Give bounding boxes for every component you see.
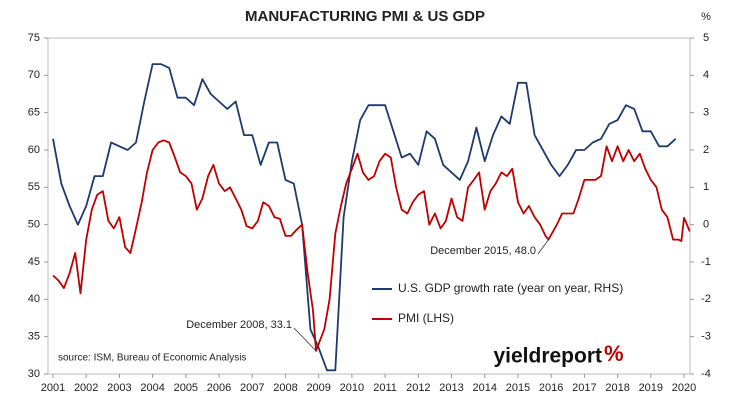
y-tick-label: 70: [28, 69, 40, 81]
y2-tick-label: 1: [703, 181, 709, 193]
x-tick-label: 2005: [174, 382, 198, 394]
series-line: [52, 139, 691, 352]
annotation-leader: [293, 327, 317, 352]
annotation-label: December 2015, 48.0: [430, 245, 536, 257]
chart-title: MANUFACTURING PMI & US GDP: [245, 8, 485, 25]
x-tick-label: 2006: [207, 382, 231, 394]
y-tick-label: 75: [28, 32, 40, 44]
x-tick-label: 2017: [572, 382, 596, 394]
y2-tick-label: 2: [703, 144, 709, 156]
annotation-label: December 2008, 33.1: [186, 319, 292, 331]
logo-mark: %: [604, 341, 624, 366]
y2-tick-label: 3: [703, 107, 709, 119]
x-tick-label: 2008: [273, 382, 297, 394]
x-tick-label: 2020: [672, 382, 696, 394]
x-tick-label: 2013: [439, 382, 463, 394]
plot-frame: [47, 37, 691, 375]
y2-tick-label: 5: [703, 32, 709, 44]
y2-tick-label: -3: [701, 331, 711, 343]
x-tick-label: 2015: [506, 382, 530, 394]
x-tick-label: 2014: [473, 382, 497, 394]
x-tick-label: 2019: [639, 382, 663, 394]
y2-tick-label: 4: [703, 69, 709, 81]
x-tick-label: 2001: [41, 382, 65, 394]
y-tick-label: 50: [28, 219, 40, 231]
y-tick-label: 35: [28, 331, 40, 343]
x-tick-label: 2009: [306, 382, 330, 394]
y2-tick-label: -4: [701, 368, 711, 380]
source-note: source: ISM, Bureau of Economic Analysis: [58, 353, 246, 364]
y2-tick-label: 0: [703, 219, 709, 231]
y2-tick-label: -2: [701, 293, 711, 305]
x-tick-label: 2004: [140, 382, 164, 394]
series-line: [52, 63, 677, 372]
annotation-leader: [537, 239, 549, 255]
legend-label: U.S. GDP growth rate (year on year, RHS): [398, 281, 623, 295]
y-tick-label: 65: [28, 107, 40, 119]
y-tick-label: 30: [28, 368, 40, 380]
x-tick-label: 2018: [605, 382, 629, 394]
legend-label: PMI (LHS): [398, 311, 454, 325]
x-tick-label: 2011: [373, 382, 397, 394]
y-tick-label: 60: [28, 144, 40, 156]
x-tick-label: 2003: [107, 382, 131, 394]
y-tick-label: 45: [28, 256, 40, 268]
y-tick-label: 55: [28, 181, 40, 193]
y2-unit: %: [701, 11, 711, 23]
x-tick-label: 2010: [340, 382, 364, 394]
x-tick-label: 2016: [539, 382, 563, 394]
x-tick-label: 2012: [406, 382, 430, 394]
y2-tick-label: -1: [701, 256, 711, 268]
logo-text: yieldreport: [493, 345, 602, 368]
y-tick-label: 40: [28, 293, 40, 305]
x-tick-label: 2007: [240, 382, 264, 394]
x-tick-label: 2002: [74, 382, 98, 394]
